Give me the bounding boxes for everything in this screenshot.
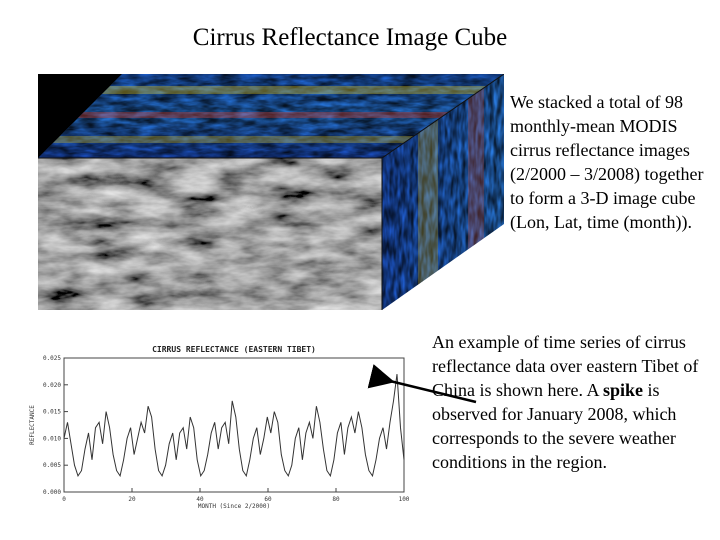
chart-title: CIRRUS REFLECTANCE (EASTERN TIBET) [152,345,316,354]
x-axis-label: MONTH (Since 2/2000) [198,503,270,510]
y-tick-label: 0.020 [43,382,61,389]
series-group [63,374,405,478]
axis-ticks: 0 20 40 60 80 100 0.000 0.005 0.010 0.015 0.020 0.0… [43,355,410,503]
y-axis-label: REFLECTANCE [29,405,36,445]
spike-word: spike [603,380,644,400]
example-text-part-2: is observed for January 2008, which corr… [432,380,677,472]
x-tick-label: 80 [332,496,340,503]
y-tick-label: 0.015 [43,409,61,416]
cube-description: We stacked a total of 98 monthly-mean MO… [510,92,704,232]
plot-border [63,357,405,493]
x-tick-label: 20 [128,496,136,503]
x-tick-label: 0 [62,496,66,503]
plot-frame [63,357,405,493]
image-cube [38,74,504,310]
y-tick-label: 0.005 [43,462,61,469]
example-text-part-1: An example of time series of cirrus refl… [432,332,699,400]
x-tick-label: 100 [399,496,410,503]
y-tick-label: 0.025 [43,355,61,362]
example-text: An example of time series of cirrus refl… [432,330,718,474]
x-tick-label: 40 [196,496,204,503]
y-tick-label: 0.010 [43,435,61,442]
x-tick-label: 60 [264,496,272,503]
time-series-chart: CIRRUS REFLECTANCE (EASTERN TIBET) REFLE… [29,345,410,510]
series-line-0 [63,374,405,478]
y-tick-label: 0.000 [43,489,61,496]
slide-title: Cirrus Reflectance Image Cube [192,24,508,51]
